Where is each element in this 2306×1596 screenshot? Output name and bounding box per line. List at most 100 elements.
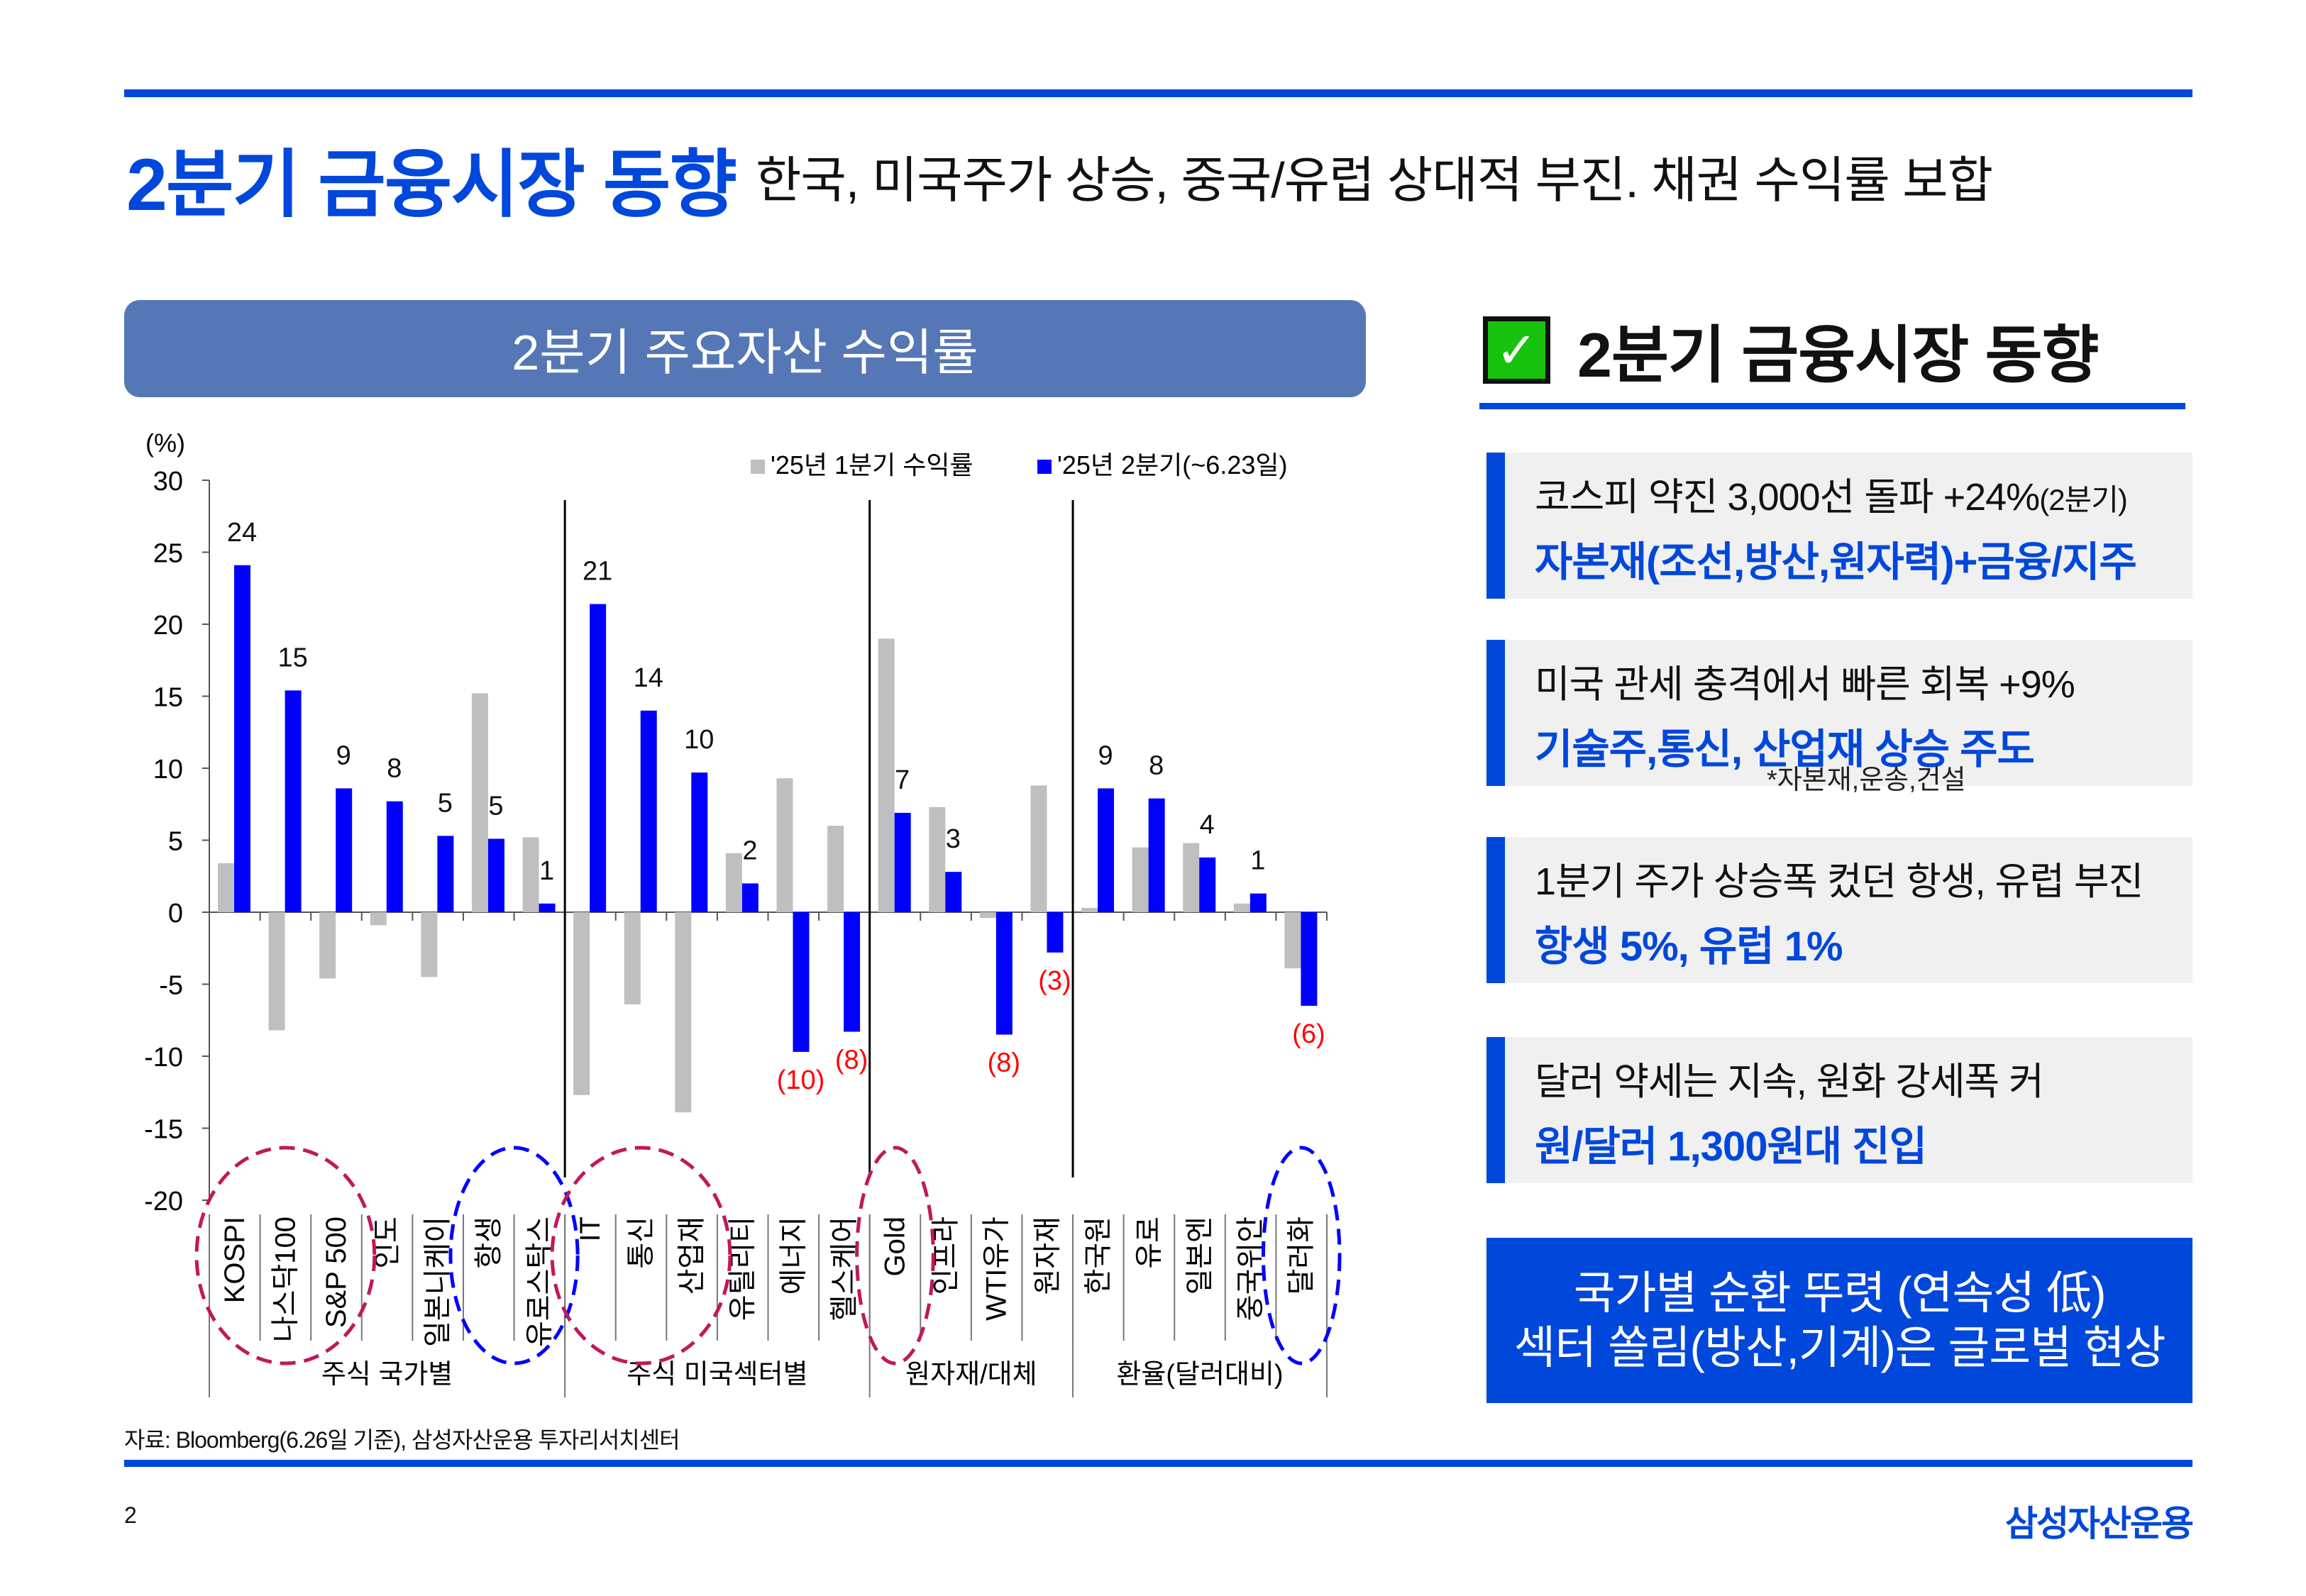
insight-headline: 1분기 주가 상승폭 컸던 항생, 유럽 부진 (1535, 860, 2144, 903)
category-label: 나스닥100 (270, 1217, 301, 1342)
bar-q1 (1233, 903, 1250, 912)
category-label: 통신 (626, 1217, 657, 1269)
data-label: 5 (438, 788, 453, 818)
right-panel-title: 2분기 금융시장 동향 (1577, 320, 2100, 390)
insight-highlight: 원/달러 1,300원대 진입 (1535, 1124, 1927, 1170)
category-label: KOSPI (219, 1217, 250, 1303)
data-label: 1 (539, 856, 554, 886)
legend-label-q1: '25년 1분기 수익률 (771, 450, 973, 480)
category-label: 인프라 (930, 1217, 961, 1295)
data-label: 14 (634, 663, 663, 693)
bottom-divider (124, 1460, 2192, 1467)
group-label: 주식 국가별 (321, 1360, 453, 1390)
bar-q1 (218, 863, 234, 912)
category-label: 유틸리티 (727, 1217, 758, 1321)
bar-q2 (1199, 857, 1216, 912)
category-label: 유로스탁스 (524, 1217, 555, 1347)
insight-headline: 미국 관세 충격에서 빠른 회복 +9% (1535, 663, 2075, 706)
insight-suffix: (2분기) (2039, 483, 2128, 516)
y-tick-label: 20 (153, 611, 183, 641)
category-label: IT (575, 1217, 606, 1242)
bar-q2 (234, 565, 250, 912)
group-label: 환율(달러대비) (1116, 1360, 1283, 1390)
y-tick-label: -10 (144, 1043, 183, 1073)
bar-q2 (1301, 912, 1318, 1006)
category-label: 일본니케이 (422, 1217, 453, 1347)
data-label: 21 (583, 557, 612, 587)
category-label: 중국위안 (1235, 1217, 1267, 1321)
page-subtitle: 한국, 미국주가 상승, 중국/유럽 상대적 부진. 채권 수익률 보합 (756, 153, 1993, 208)
bar-q1 (675, 912, 692, 1113)
y-tick-label: -5 (159, 971, 183, 1001)
group-label: 주식 미국섹터별 (627, 1360, 807, 1390)
data-label: 5 (488, 791, 503, 821)
data-label: 2 (742, 836, 757, 865)
bar-q2 (437, 836, 454, 912)
y-tick-label: 5 (168, 827, 183, 857)
insight-highlight: 항생 5%, 유럽 1% (1535, 924, 1843, 970)
bar-q2 (1148, 798, 1165, 912)
data-label: 1 (1250, 846, 1265, 876)
y-tick-label: 0 (168, 899, 183, 929)
category-label: 한국원 (1083, 1217, 1114, 1295)
bar-q1 (1284, 912, 1301, 969)
bar-q1 (1030, 785, 1047, 912)
category-label: 헬스케어 (829, 1217, 860, 1321)
category-label: S&P 500 (321, 1217, 352, 1328)
data-label: 15 (277, 643, 307, 672)
page-number: 2 (124, 1502, 137, 1528)
bar-q1 (573, 912, 590, 1095)
source-note: 자료: Bloomberg(6.26일 기준), 삼성자산운용 투자리서치센터 (124, 1427, 680, 1453)
data-label: 8 (1149, 751, 1164, 781)
bar-q1 (878, 638, 895, 912)
y-tick-label: 10 (153, 755, 183, 785)
data-label: (3) (1038, 966, 1071, 996)
bar-q1 (929, 807, 946, 912)
category-label: 산업재 (676, 1217, 707, 1295)
highlight-dashed-circle (448, 1146, 580, 1365)
category-label: 일본엔 (1184, 1217, 1215, 1295)
bar-q2 (386, 801, 403, 912)
y-tick-label: -15 (144, 1115, 183, 1145)
bar-q1 (268, 912, 285, 1031)
insight-card-kospi: 코스피 약진 3,000선 돌파 +24%(2분기) 자본재(조선,방산,원자력… (1486, 453, 2192, 599)
data-label: (10) (777, 1065, 825, 1095)
bar-q2 (285, 690, 302, 912)
highlight-dashed-circle (1261, 1146, 1342, 1365)
bar-q2 (336, 788, 353, 912)
right-panel-divider (1479, 403, 2185, 409)
insight-headline: 코스피 약진 3,000선 돌파 +24%(2분기) (1535, 465, 2192, 521)
category-label: 달러화 (1286, 1217, 1317, 1295)
bar-q2 (793, 912, 810, 1052)
highlight-dashed-circle (550, 1146, 732, 1365)
bar-q1 (725, 853, 742, 912)
insight-footnote: *자본재,운송,건설 (1767, 765, 1966, 795)
top-divider (124, 89, 2192, 97)
bar-q1 (319, 912, 336, 979)
bar-q1 (522, 837, 539, 912)
bar-q2 (640, 710, 657, 912)
y-tick-label: 30 (153, 467, 183, 497)
data-label: 9 (1098, 741, 1113, 770)
bar-q1 (624, 912, 641, 1004)
insight-text: 코스피 약진 3,000선 돌파 +24% (1535, 476, 2040, 519)
group-label: 원자재/대체 (905, 1360, 1037, 1390)
y-tick-label: 25 (153, 539, 183, 569)
bar-q1 (1132, 847, 1149, 912)
data-label: 8 (387, 754, 402, 784)
data-label: 10 (684, 725, 714, 755)
insight-highlight: 기술주,통신, 산업재 상승 주도 (1535, 726, 2035, 772)
category-label: 에너지 (778, 1217, 809, 1295)
data-label: 24 (227, 518, 257, 548)
insight-card-dollar: 달러 약세는 지속, 원화 강세폭 커 원/달러 1,300원대 진입 (1486, 1037, 2192, 1183)
page-title: 2분기 금융시장 동향 (126, 144, 737, 226)
data-label: (6) (1292, 1019, 1325, 1049)
bar-q1 (471, 693, 488, 912)
insight-card-hangseng-europe: 1분기 주가 상승폭 컸던 항생, 유럽 부진 항생 5%, 유럽 1% (1486, 837, 2192, 983)
bar-q1 (827, 826, 844, 912)
chart-panel-header: 2분기 주요자산 수익률 (124, 300, 1366, 397)
bar-q2 (1047, 912, 1064, 953)
legend-label-q2: '25년 2분기(~6.23일) (1057, 450, 1288, 480)
summary-line-2: 섹터 쏠림(방산,기계)은 글로벌 현상 (1513, 1321, 2166, 1373)
